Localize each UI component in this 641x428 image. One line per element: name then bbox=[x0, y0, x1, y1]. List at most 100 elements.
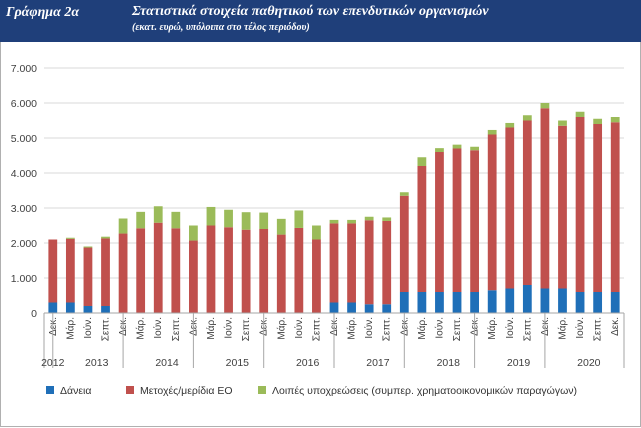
bar-segment-shares bbox=[487, 134, 497, 291]
legend-label-other: Λοιπές υποχρεώσεις (συμπερ. χρηματοοικον… bbox=[272, 385, 578, 397]
bar-segment-other bbox=[522, 115, 532, 121]
x-tick-label: Μάρ. bbox=[346, 317, 358, 340]
bar-segment-other bbox=[575, 111, 585, 117]
x-tick-label: Σεπτ. bbox=[593, 317, 604, 341]
bar-segment-loans bbox=[610, 292, 620, 313]
bar-segment-other bbox=[452, 144, 462, 149]
legend-label-loans: Δάνεια bbox=[60, 385, 92, 397]
bar-segment-shares bbox=[224, 227, 233, 313]
bar-segment-shares bbox=[171, 228, 181, 313]
bar-segment-other bbox=[101, 236, 110, 239]
bar-segment-loans bbox=[558, 288, 567, 313]
bar-segment-other bbox=[435, 148, 444, 152]
bar-segment-other bbox=[347, 219, 356, 224]
bar-segment-loans bbox=[540, 288, 550, 313]
bar-segment-other bbox=[540, 103, 550, 109]
bar-segment-shares bbox=[83, 247, 93, 306]
bar-segment-shares bbox=[593, 124, 603, 292]
x-tick-label: Μάρ. bbox=[64, 317, 76, 340]
bar-segment-shares bbox=[206, 225, 216, 313]
bar-segment-other bbox=[329, 219, 339, 224]
bar-segment-shares bbox=[48, 239, 58, 303]
bar-segment-shares bbox=[329, 223, 339, 303]
bar-segment-loans bbox=[470, 292, 479, 313]
chart-legend: Δάνεια Μετοχές/μερίδια ΕΟ Λοιπές υποχρεώ… bbox=[0, 385, 641, 401]
bar-segment-other bbox=[136, 211, 146, 229]
legend-item-other-liabilities: Λοιπές υποχρεώσεις (συμπερ. χρηματοοικον… bbox=[258, 385, 577, 397]
bar-segment-loans bbox=[364, 304, 374, 313]
bar-segment-shares bbox=[312, 239, 321, 313]
y-tick-label: 7.000 bbox=[11, 63, 37, 75]
y-tick-label: 5.000 bbox=[11, 133, 37, 145]
x-tick-label: Σεπτ. bbox=[522, 317, 533, 341]
year-label: 2012 bbox=[41, 357, 65, 369]
bar-segment-other bbox=[558, 120, 567, 126]
bar-segment-loans bbox=[101, 306, 110, 313]
bar-segment-other bbox=[364, 216, 374, 221]
x-tick-label: Ιούν. bbox=[223, 317, 235, 339]
x-tick-label: Σεπτ. bbox=[241, 317, 252, 341]
legend-item-loans: Δάνεια bbox=[46, 385, 91, 397]
bar-segment-other bbox=[83, 246, 93, 248]
bar-segment-loans bbox=[399, 292, 409, 313]
x-tick-label: Μάρ. bbox=[135, 317, 147, 340]
bar-segment-loans bbox=[435, 292, 444, 313]
y-tick-label: 4.000 bbox=[11, 168, 37, 180]
bar-segment-shares bbox=[118, 233, 128, 313]
bar-segment-loans bbox=[505, 288, 515, 313]
bar-segment-other bbox=[224, 209, 233, 228]
bar-segment-other bbox=[593, 118, 603, 124]
bar-segment-shares bbox=[276, 234, 286, 313]
bar-segment-shares bbox=[259, 229, 269, 313]
x-tick-label: Μάρ. bbox=[556, 317, 568, 340]
bar-segment-loans bbox=[522, 285, 532, 313]
bar-segment-shares bbox=[382, 220, 392, 305]
year-label: 2019 bbox=[507, 357, 531, 369]
bar-segment-loans bbox=[329, 302, 339, 313]
bar-segment-other bbox=[276, 218, 286, 235]
x-tick-label: Δεκ. bbox=[610, 317, 621, 336]
bar-segment-other bbox=[312, 225, 321, 240]
x-tick-label: Ιούν. bbox=[574, 317, 586, 339]
year-label: 2020 bbox=[577, 357, 601, 369]
bar-segment-other bbox=[189, 225, 198, 241]
bar-segment-shares bbox=[558, 125, 567, 289]
year-label: 2014 bbox=[155, 357, 179, 369]
year-label: 2013 bbox=[85, 357, 109, 369]
bar-segment-shares bbox=[65, 238, 75, 303]
bar-segment-other bbox=[382, 217, 392, 221]
x-tick-label: Ιούν. bbox=[363, 317, 375, 339]
x-tick-label: Ιούν. bbox=[82, 317, 94, 339]
y-tick-label: 1.000 bbox=[11, 273, 37, 285]
chart-subtitle: (εκατ. ευρώ, υπόλοιπα στο τέλος περιόδου… bbox=[132, 22, 310, 33]
x-tick-label: Σεπτ. bbox=[101, 317, 112, 341]
bar-segment-shares bbox=[505, 127, 515, 289]
bar-segment-loans bbox=[452, 292, 462, 313]
legend-swatch-other bbox=[258, 386, 266, 394]
bar-segment-shares bbox=[610, 122, 620, 292]
bar-segment-other bbox=[65, 237, 75, 239]
stacked-bar-chart: 0 1.000 2.000 3.000 4.000 5.000 6.000 7.000 Δεκ.… bbox=[11, 63, 625, 369]
bar-segment-shares bbox=[435, 152, 444, 292]
bar-segment-shares bbox=[153, 222, 163, 313]
legend-swatch-loans bbox=[46, 386, 54, 394]
x-tick-label: Ιούν. bbox=[433, 317, 445, 339]
bar-segment-loans bbox=[593, 292, 603, 313]
year-label: 2015 bbox=[226, 357, 250, 369]
bar-segment-shares bbox=[575, 117, 585, 292]
bar-segment-shares bbox=[399, 195, 409, 292]
bar-segment-shares bbox=[470, 150, 479, 292]
bar-segment-loans bbox=[382, 304, 392, 313]
x-tick-label: Ιούν. bbox=[152, 317, 164, 339]
legend-label-shares: Μετοχές/μερίδια ΕΟ bbox=[140, 385, 233, 397]
chart-title: Στατιστικά στοιχεία παθητικού των επενδυ… bbox=[132, 4, 489, 19]
x-tick-label: Σεπτ. bbox=[452, 317, 463, 341]
bar-segment-other bbox=[206, 206, 216, 226]
legend-item-shares: Μετοχές/μερίδια ΕΟ bbox=[126, 385, 233, 397]
y-tick-label: 3.000 bbox=[11, 203, 37, 215]
bar-segment-loans bbox=[487, 290, 497, 313]
bar-segment-other bbox=[610, 117, 620, 123]
bar-segment-other bbox=[153, 206, 163, 223]
x-tick-label: Σεπτ. bbox=[311, 317, 322, 341]
y-tick-label: 6.000 bbox=[11, 98, 37, 110]
